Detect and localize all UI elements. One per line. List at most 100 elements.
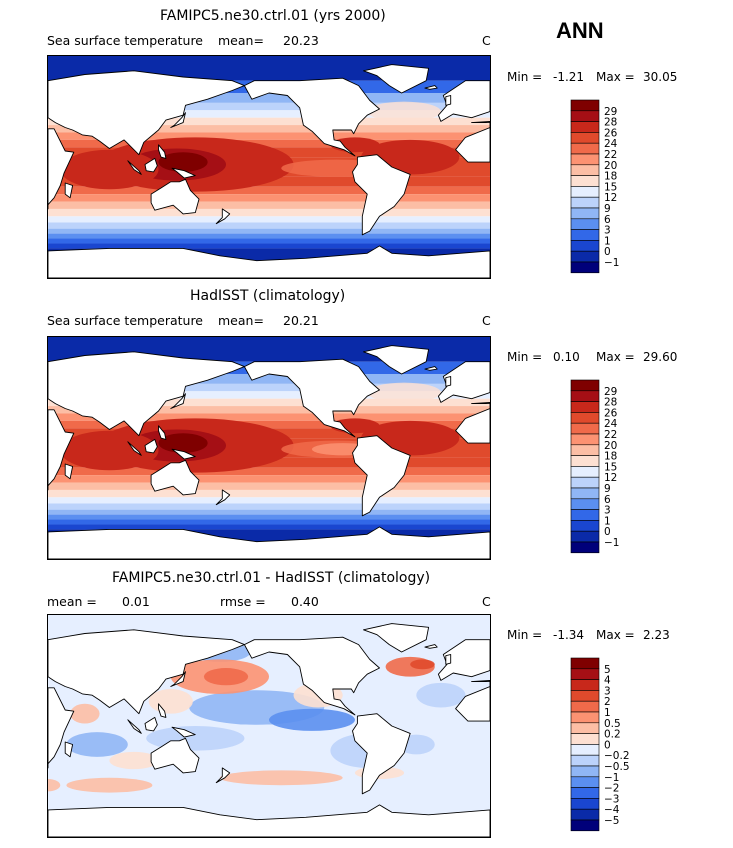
sst-band (48, 497, 490, 504)
colorbar-tick-label: 18 (604, 451, 617, 463)
land-south-america (352, 713, 411, 795)
colorbar-tick-label: 12 (604, 192, 617, 204)
land-australia (150, 737, 200, 774)
sst-band (48, 374, 490, 384)
colorbar-box (570, 498, 600, 510)
land-borneo (144, 716, 158, 732)
panel-2-variable-label: Sea surface temperature (47, 313, 203, 328)
field-blob (367, 101, 441, 122)
field-blob (66, 777, 153, 793)
colorbar-tick-label: 15 (604, 461, 617, 473)
colorbar-tick-label: −1 (604, 772, 619, 784)
panel-1-title: FAMIPC5.ne30.ctrl.01 (yrs 2000) (160, 8, 386, 24)
colorbar-tick-label: 28 (604, 397, 617, 409)
panel-2-map-svg (48, 337, 490, 559)
panel-3-units: C (482, 594, 491, 609)
colorbar-tick-label: 18 (604, 171, 617, 183)
land-japan (170, 112, 186, 128)
land-uk (445, 654, 452, 665)
sst-band (48, 391, 490, 399)
panel-3-mean-label: mean = (47, 594, 97, 609)
colorbar-tick-label: 12 (604, 472, 617, 484)
colorbar-tick-label: 0.5 (604, 718, 621, 730)
colorbar-tick-label: 0.2 (604, 729, 621, 741)
land-layer (48, 345, 490, 559)
colorbar-box (570, 711, 600, 724)
sst-band (48, 117, 490, 126)
land-greenland (363, 345, 430, 375)
colorbar-box (570, 390, 600, 402)
colorbar-tick-label: 3 (604, 685, 611, 697)
colorbar-boxes (570, 657, 600, 832)
colorbar-box (570, 240, 600, 252)
colorbar-tick-label: 24 (604, 138, 618, 150)
sst-band (48, 201, 490, 209)
panel-3-map-svg (48, 615, 490, 837)
colorbar-tick-label: 9 (604, 203, 611, 215)
panel-3-colorbar: 5 4 3 2 1 0.5 0.2 0 −0.2 −0.5 −1 −2 −3 −4 −5 (570, 657, 631, 832)
land-iceland (424, 366, 438, 371)
field-blob (70, 703, 100, 724)
colorbar-box (570, 487, 600, 500)
land-australia (150, 459, 200, 496)
panel-2-map (47, 336, 491, 560)
panel-1-max-label: Max = (596, 70, 635, 84)
colorbar-boxes (570, 99, 600, 274)
colorbar-box (570, 657, 600, 670)
land-uk (445, 376, 452, 387)
colorbar-box (570, 444, 600, 456)
sst-band (48, 186, 490, 195)
colorbar-box (570, 722, 600, 734)
colorbar-box (570, 733, 600, 745)
panel-1-mean-label: mean= (218, 33, 264, 48)
colorbar-box (570, 690, 600, 702)
field-blob (158, 433, 208, 453)
sst-band (48, 208, 490, 217)
colorbar-box (570, 379, 600, 392)
sst-band (48, 503, 490, 510)
field-blob (367, 382, 441, 403)
land-antarctica (48, 245, 490, 278)
panel-2-mean-value: 20.21 (283, 313, 319, 328)
panel-1-variable-label: Sea surface temperature (47, 33, 203, 48)
colorbar-tick-label: 26 (604, 407, 618, 419)
colorbar-box (570, 679, 600, 691)
land-europe-west (437, 80, 490, 122)
colorbar-box (570, 401, 600, 413)
land-new-zealand (215, 489, 231, 506)
colorbar-box (570, 121, 600, 133)
land-antarctica (48, 804, 490, 837)
land-eurasia (48, 351, 245, 437)
panel-2-title: HadISST (climatology) (190, 288, 346, 304)
panel-1-colorbar: 29 28 26 24 22 20 18 15 12 9 6 3 1 0 −1 (570, 99, 631, 274)
land-borneo (144, 438, 158, 454)
colorbar-box (570, 433, 600, 446)
colorbar-box (570, 455, 600, 467)
colorbar-box (570, 700, 600, 713)
land-madagascar (64, 741, 74, 758)
land-sumatra (127, 719, 142, 734)
sst-band (48, 489, 490, 498)
sst-band (48, 139, 490, 148)
land-africa-arabia (48, 687, 75, 769)
field-blob (48, 779, 61, 792)
colorbar-boxes (570, 379, 600, 554)
panel-2-max-label: Max = (596, 350, 635, 364)
field-blob (158, 152, 208, 172)
colorbar-box (570, 186, 600, 198)
colorbar-tick-label: −1 (604, 257, 619, 269)
sst-band (48, 519, 490, 525)
sst-band (48, 467, 490, 476)
panel-2-mean-label: mean= (218, 313, 264, 328)
panel-1-min-label: Min = (507, 70, 543, 84)
land-north-america (243, 636, 380, 716)
colorbar-tick-label: 20 (604, 440, 617, 452)
field-blob (60, 149, 159, 190)
land-new-zealand (215, 208, 231, 225)
colorbar-box (570, 164, 600, 176)
land-layer (48, 623, 490, 837)
field-blob (269, 708, 355, 731)
colorbar-tick-label: 3 (604, 225, 611, 237)
land-new-zealand (215, 767, 231, 784)
